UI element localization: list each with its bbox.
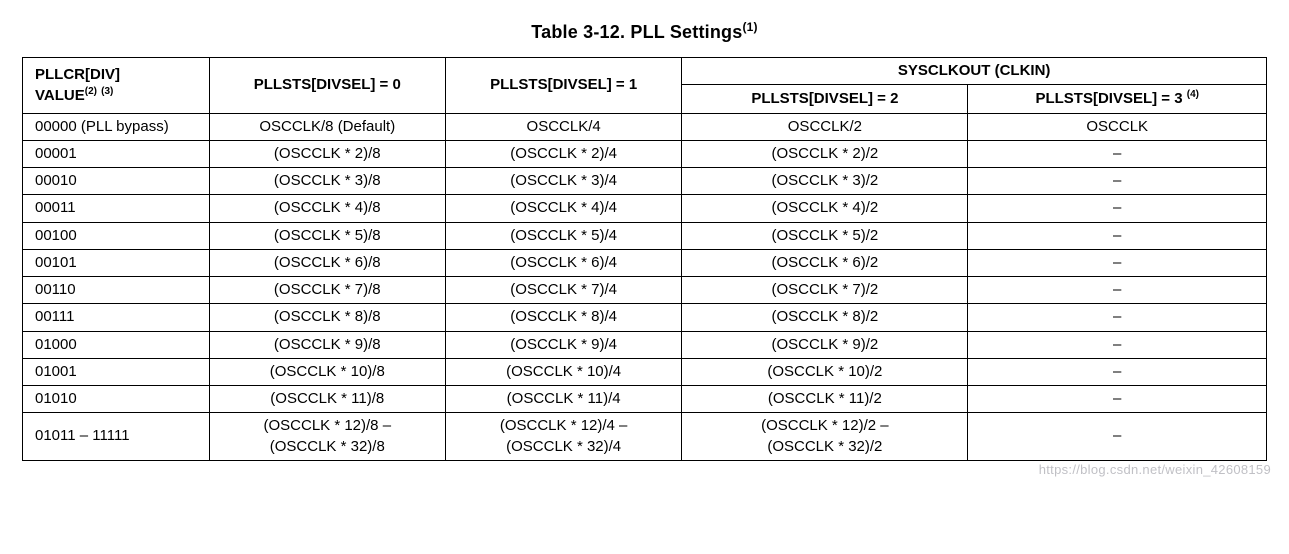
table-cell: 00010 bbox=[23, 168, 210, 195]
header-divsel-0: PLLSTS[DIVSEL] = 0 bbox=[209, 58, 445, 114]
table-cell: (OSCCLK * 10)/8 bbox=[209, 358, 445, 385]
table-cell: (OSCCLK * 5)/2 bbox=[682, 222, 968, 249]
table-cell: (OSCCLK * 8)/8 bbox=[209, 304, 445, 331]
table-cell: 00111 bbox=[23, 304, 210, 331]
table-cell: 01010 bbox=[23, 386, 210, 413]
table-cell: – bbox=[968, 386, 1267, 413]
table-cell: (OSCCLK * 4)/8 bbox=[209, 195, 445, 222]
table-cell: (OSCCLK * 11)/8 bbox=[209, 386, 445, 413]
table-cell: (OSCCLK * 3)/4 bbox=[445, 168, 681, 195]
header-divsel-1: PLLSTS[DIVSEL] = 1 bbox=[445, 58, 681, 114]
table-cell: (OSCCLK * 11)/2 bbox=[682, 386, 968, 413]
table-row: 00100(OSCCLK * 5)/8(OSCCLK * 5)/4(OSCCLK… bbox=[23, 222, 1267, 249]
table-cell: (OSCCLK * 3)/8 bbox=[209, 168, 445, 195]
table-cell: 00110 bbox=[23, 277, 210, 304]
table-row: 00001(OSCCLK * 2)/8(OSCCLK * 2)/4(OSCCLK… bbox=[23, 140, 1267, 167]
table-cell: 00000 (PLL bypass) bbox=[23, 113, 210, 140]
table-cell: (OSCCLK * 9)/8 bbox=[209, 331, 445, 358]
table-cell: 01000 bbox=[23, 331, 210, 358]
table-cell: – bbox=[968, 168, 1267, 195]
table-cell: (OSCCLK * 10)/2 bbox=[682, 358, 968, 385]
table-row: 01011 – 11111(OSCCLK * 12)/8 –(OSCCLK * … bbox=[23, 413, 1267, 461]
table-cell: (OSCCLK * 9)/4 bbox=[445, 331, 681, 358]
table-cell: (OSCCLK * 12)/8 –(OSCCLK * 32)/8 bbox=[209, 413, 445, 461]
table-cell: 01001 bbox=[23, 358, 210, 385]
table-cell: 01011 – 11111 bbox=[23, 413, 210, 461]
watermark-text: https://blog.csdn.net/weixin_42608159 bbox=[1039, 462, 1271, 477]
table-cell: 00011 bbox=[23, 195, 210, 222]
table-cell: (OSCCLK * 6)/8 bbox=[209, 249, 445, 276]
header-pllcr-div: PLLCR[DIV] VALUE(2) (3) bbox=[23, 58, 210, 114]
table-row: 00101(OSCCLK * 6)/8(OSCCLK * 6)/4(OSCCLK… bbox=[23, 249, 1267, 276]
table-cell: OSCCLK/8 (Default) bbox=[209, 113, 445, 140]
header-col0-sup1: (2) bbox=[85, 86, 97, 97]
header-sysclkout-group: SYSCLKOUT (CLKIN) bbox=[682, 58, 1267, 85]
table-cell: 00101 bbox=[23, 249, 210, 276]
header-col0-line1: PLLCR[DIV] bbox=[35, 66, 120, 83]
table-cell: (OSCCLK * 2)/2 bbox=[682, 140, 968, 167]
table-cell: (OSCCLK * 8)/2 bbox=[682, 304, 968, 331]
table-cell: OSCCLK/2 bbox=[682, 113, 968, 140]
table-cell: (OSCCLK * 5)/4 bbox=[445, 222, 681, 249]
header-col4-pre: PLLSTS[DIVSEL] = 3 bbox=[1035, 90, 1186, 107]
table-row: 01001(OSCCLK * 10)/8(OSCCLK * 10)/4(OSCC… bbox=[23, 358, 1267, 385]
table-cell: (OSCCLK * 7)/8 bbox=[209, 277, 445, 304]
table-cell: – bbox=[968, 222, 1267, 249]
table-cell: – bbox=[968, 140, 1267, 167]
table-cell: (OSCCLK * 12)/4 –(OSCCLK * 32)/4 bbox=[445, 413, 681, 461]
table-cell: (OSCCLK * 2)/8 bbox=[209, 140, 445, 167]
table-row: 01000(OSCCLK * 9)/8(OSCCLK * 9)/4(OSCCLK… bbox=[23, 331, 1267, 358]
table-cell: – bbox=[968, 249, 1267, 276]
table-cell: (OSCCLK * 7)/2 bbox=[682, 277, 968, 304]
header-col4-sup: (4) bbox=[1187, 89, 1199, 100]
table-row: 00011(OSCCLK * 4)/8(OSCCLK * 4)/4(OSCCLK… bbox=[23, 195, 1267, 222]
table-row: 00110(OSCCLK * 7)/8(OSCCLK * 7)/4(OSCCLK… bbox=[23, 277, 1267, 304]
table-cell: (OSCCLK * 2)/4 bbox=[445, 140, 681, 167]
table-row: 01010(OSCCLK * 11)/8(OSCCLK * 11)/4(OSCC… bbox=[23, 386, 1267, 413]
table-cell: – bbox=[968, 413, 1267, 461]
table-title: Table 3-12. PLL Settings(1) bbox=[22, 20, 1267, 43]
table-body: 00000 (PLL bypass)OSCCLK/8 (Default)OSCC… bbox=[23, 113, 1267, 460]
table-cell: (OSCCLK * 12)/2 –(OSCCLK * 32)/2 bbox=[682, 413, 968, 461]
table-header: PLLCR[DIV] VALUE(2) (3) PLLSTS[DIVSEL] =… bbox=[23, 58, 1267, 114]
table-row: 00111(OSCCLK * 8)/8(OSCCLK * 8)/4(OSCCLK… bbox=[23, 304, 1267, 331]
table-cell: (OSCCLK * 6)/4 bbox=[445, 249, 681, 276]
pll-settings-table: PLLCR[DIV] VALUE(2) (3) PLLSTS[DIVSEL] =… bbox=[22, 57, 1267, 461]
table-cell: – bbox=[968, 331, 1267, 358]
table-cell: (OSCCLK * 5)/8 bbox=[209, 222, 445, 249]
header-col0-sup2: (3) bbox=[101, 86, 113, 97]
table-row: 00000 (PLL bypass)OSCCLK/8 (Default)OSCC… bbox=[23, 113, 1267, 140]
table-cell: – bbox=[968, 195, 1267, 222]
table-cell: 00001 bbox=[23, 140, 210, 167]
table-cell: OSCCLK/4 bbox=[445, 113, 681, 140]
table-row: 00010(OSCCLK * 3)/8(OSCCLK * 3)/4(OSCCLK… bbox=[23, 168, 1267, 195]
title-sup: (1) bbox=[742, 20, 757, 34]
table-cell: – bbox=[968, 358, 1267, 385]
table-cell: (OSCCLK * 4)/2 bbox=[682, 195, 968, 222]
header-divsel-2: PLLSTS[DIVSEL] = 2 bbox=[682, 85, 968, 113]
header-row-1: PLLCR[DIV] VALUE(2) (3) PLLSTS[DIVSEL] =… bbox=[23, 58, 1267, 85]
table-cell: (OSCCLK * 10)/4 bbox=[445, 358, 681, 385]
table-cell: (OSCCLK * 7)/4 bbox=[445, 277, 681, 304]
table-cell: (OSCCLK * 11)/4 bbox=[445, 386, 681, 413]
table-cell: (OSCCLK * 3)/2 bbox=[682, 168, 968, 195]
table-cell: 00100 bbox=[23, 222, 210, 249]
table-cell: (OSCCLK * 4)/4 bbox=[445, 195, 681, 222]
header-col0-line2-pre: VALUE bbox=[35, 87, 85, 104]
header-divsel-3: PLLSTS[DIVSEL] = 3 (4) bbox=[968, 85, 1267, 113]
table-cell: (OSCCLK * 9)/2 bbox=[682, 331, 968, 358]
table-cell: (OSCCLK * 6)/2 bbox=[682, 249, 968, 276]
table-cell: – bbox=[968, 304, 1267, 331]
table-cell: – bbox=[968, 277, 1267, 304]
title-text: Table 3-12. PLL Settings bbox=[531, 22, 742, 42]
table-cell: OSCCLK bbox=[968, 113, 1267, 140]
table-cell: (OSCCLK * 8)/4 bbox=[445, 304, 681, 331]
